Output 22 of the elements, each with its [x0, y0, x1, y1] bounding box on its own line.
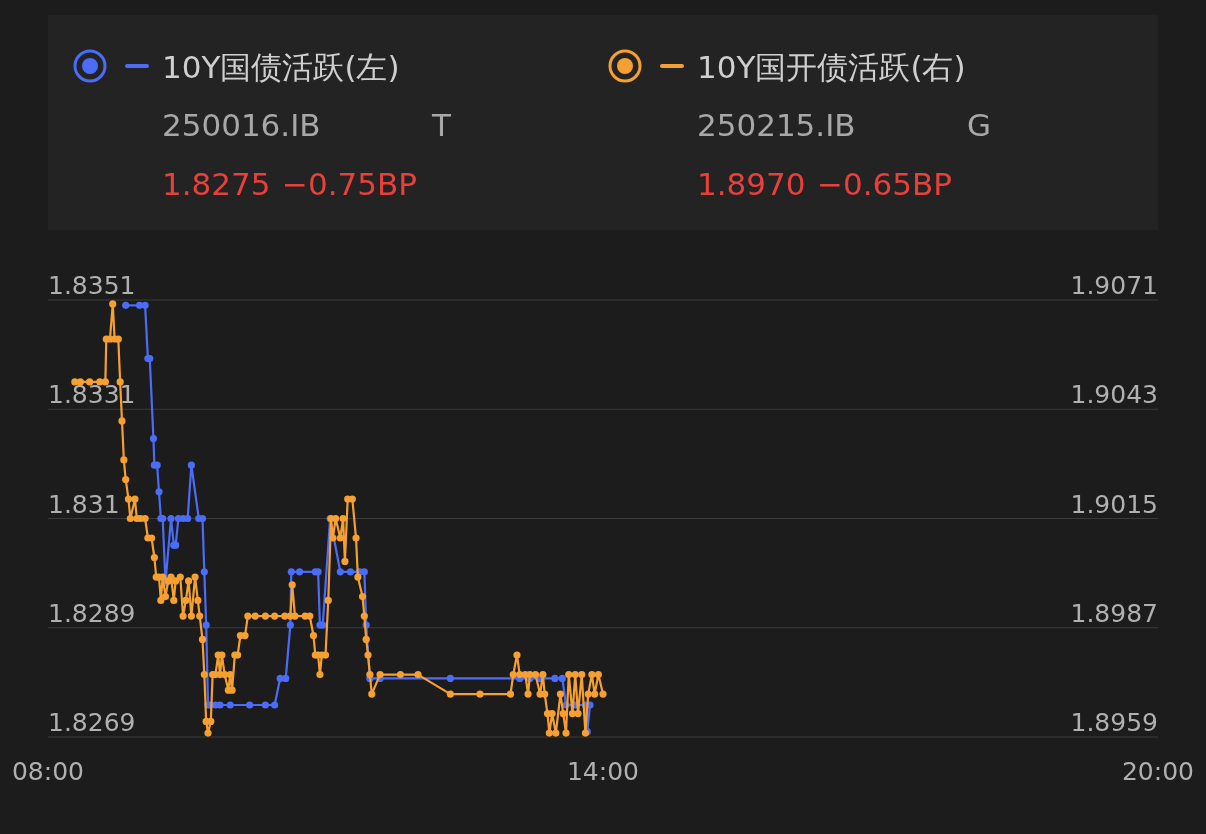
legend-label: 10Y国债活跃(左): [162, 49, 400, 85]
y2-tick-label: 1.9015: [1070, 489, 1158, 519]
y-tick-label: 1.831: [48, 489, 120, 519]
y-tick-label: 1.8269: [48, 708, 136, 737]
y2-tick-label: 1.8987: [1070, 598, 1158, 628]
text: 250215.IB: [697, 107, 856, 143]
text: T: [431, 107, 452, 143]
text: −0.75BP: [282, 166, 417, 202]
text: G: [967, 107, 992, 143]
y2-tick-label: 1.9071: [1070, 271, 1158, 300]
text: 1.8275: [162, 166, 271, 202]
y-tick-label: 1.8289: [48, 598, 136, 628]
y2-tick-label: 1.8959: [1070, 708, 1158, 737]
text: −0.65BP: [817, 166, 952, 202]
x-tick-label: 08:00: [11, 757, 85, 786]
y2-tick-label: 1.9043: [1070, 380, 1158, 410]
x-tick-label: 14:00: [566, 757, 640, 786]
text: 250016.IB: [162, 107, 321, 143]
legend-label: 10Y国开债活跃(右): [697, 49, 966, 85]
text: 1.8970: [697, 166, 806, 202]
x-tick-label: 20:00: [1121, 757, 1195, 786]
y-tick-label: 1.8351: [48, 271, 136, 300]
